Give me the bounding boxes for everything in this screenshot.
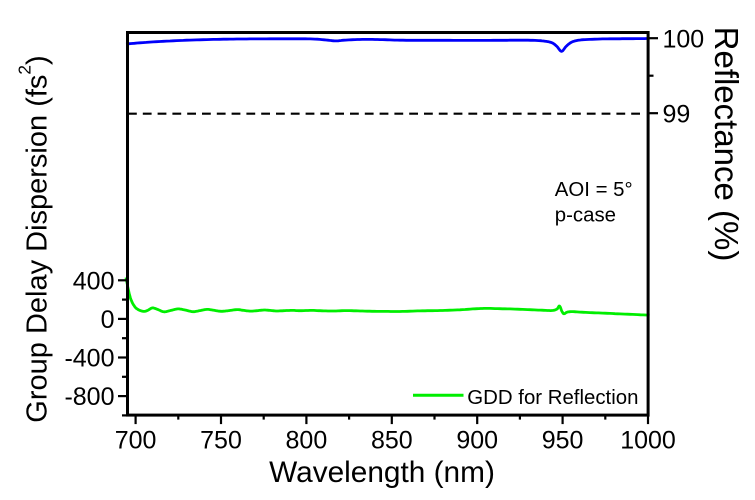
svg-text:100: 100 [663, 25, 705, 53]
svg-text:GDD for Reflection: GDD for Reflection [467, 387, 638, 409]
svg-text:Group Delay Dispersion (fs2): Group Delay Dispersion (fs2) [15, 55, 54, 422]
svg-text:Reflectance (%): Reflectance (%) [708, 27, 745, 262]
svg-text:0: 0 [101, 306, 115, 334]
svg-text:-400: -400 [64, 345, 114, 373]
svg-text:400: 400 [73, 267, 115, 295]
svg-text:-800: -800 [64, 383, 114, 411]
svg-text:850: 850 [371, 426, 413, 454]
svg-text:p-case: p-case [555, 205, 616, 227]
svg-text:950: 950 [542, 426, 584, 454]
svg-text:Wavelength (nm): Wavelength (nm) [269, 456, 495, 489]
svg-text:AOI = 5°: AOI = 5° [555, 179, 633, 201]
svg-text:1000: 1000 [620, 426, 676, 454]
svg-text:750: 750 [200, 426, 242, 454]
svg-text:99: 99 [663, 100, 691, 128]
svg-text:700: 700 [115, 426, 157, 454]
svg-text:900: 900 [456, 426, 498, 454]
svg-text:800: 800 [286, 426, 328, 454]
